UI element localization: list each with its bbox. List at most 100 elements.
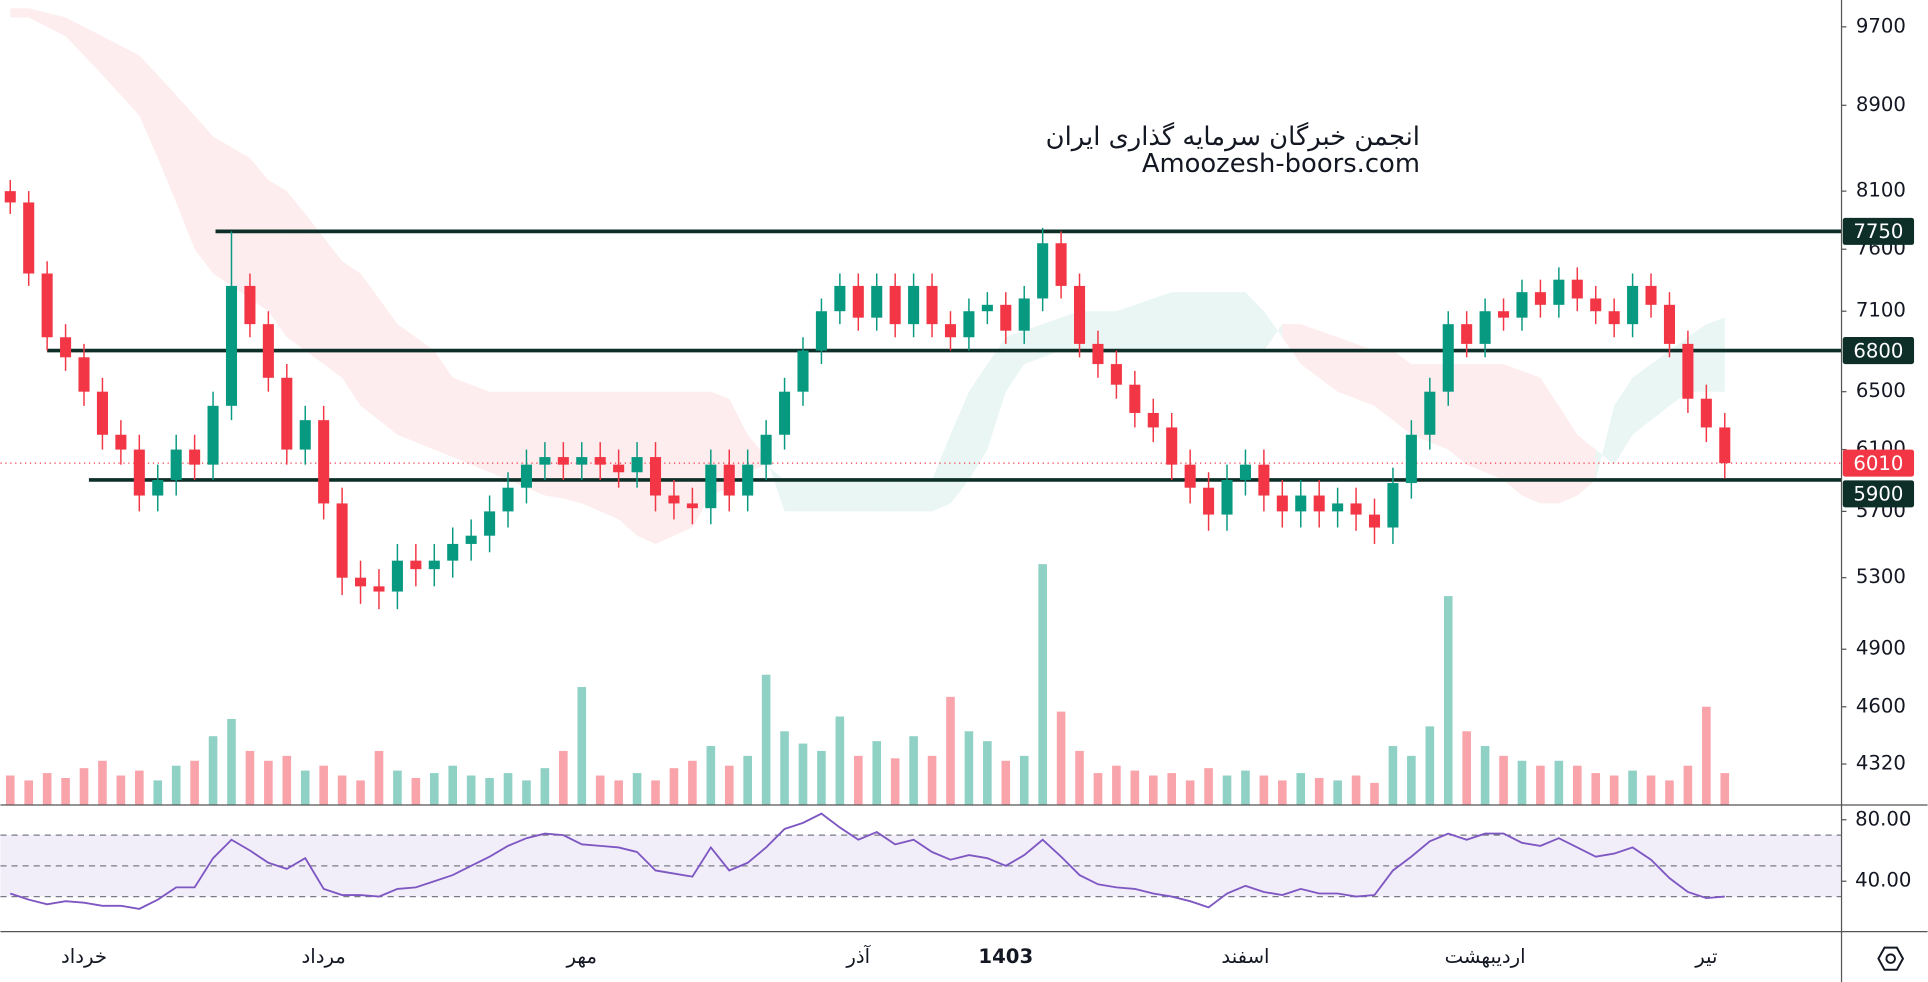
cloud-segment	[913, 479, 933, 512]
level-label-box	[1842, 217, 1915, 245]
volume-bar	[1241, 770, 1250, 806]
candle-body	[1092, 343, 1104, 365]
candle-body	[1147, 412, 1159, 428]
x-tick-label: تیر	[1694, 945, 1717, 968]
cloud-segment	[1227, 292, 1246, 351]
rsi-tick-label: 80.00	[1855, 807, 1911, 830]
volume-bar	[724, 765, 734, 806]
rsi-tick-label: 40.00	[1855, 869, 1911, 892]
cloud-segment	[1153, 292, 1172, 351]
volume-bar	[1480, 746, 1490, 806]
volume-bar	[1683, 765, 1693, 806]
volume-bar	[1001, 760, 1011, 806]
volume-bar	[1554, 760, 1564, 806]
volume-bar	[98, 760, 107, 806]
cloud-segment	[84, 26, 103, 76]
cloud-segment	[766, 457, 785, 512]
cloud-segment	[1208, 292, 1228, 351]
volume-bar	[1609, 775, 1619, 806]
cloud-segment	[802, 479, 822, 512]
cloud-segment	[1134, 298, 1154, 351]
candle-body	[225, 285, 238, 406]
volume-bar	[374, 750, 384, 806]
cloud-segment	[1466, 364, 1486, 473]
plot-area	[0, 8, 1842, 910]
candle-body	[133, 449, 145, 496]
candle-body	[520, 464, 532, 488]
candle-body	[649, 457, 662, 496]
y-tick-label: 5300	[1856, 565, 1906, 588]
volume-bar	[61, 777, 70, 806]
level-label: 7750	[1853, 220, 1903, 243]
candle-body	[281, 377, 293, 450]
candle-body	[889, 285, 901, 325]
volume-bar	[946, 696, 955, 806]
volume-bar	[1296, 773, 1306, 806]
candle-body	[336, 503, 348, 578]
candle-body	[742, 464, 754, 496]
candle-body	[852, 285, 864, 318]
candle-body	[1332, 503, 1344, 512]
cloud-segment	[1651, 350, 1670, 421]
volume-bar	[1665, 780, 1674, 806]
volume-bar	[688, 760, 697, 806]
candle-body	[1313, 495, 1325, 512]
cloud-segment	[1245, 292, 1264, 351]
y-tick-label: 7100	[1856, 299, 1906, 322]
volume-bar	[1351, 775, 1361, 806]
x-tick-label: اردیبهشت	[1445, 945, 1526, 968]
volume-bar	[79, 768, 89, 806]
volume-bar	[135, 770, 144, 806]
cloud-segment	[231, 147, 250, 299]
y-tick-label: 9700	[1856, 14, 1906, 37]
volume-bar	[1517, 760, 1527, 806]
settings-icon[interactable]	[1877, 946, 1905, 971]
candle-body	[631, 457, 643, 473]
candle-body	[760, 434, 772, 465]
volume-bar	[1572, 765, 1582, 806]
candle-body	[576, 457, 588, 465]
cloud-segment	[139, 55, 158, 158]
candle-body	[594, 457, 606, 465]
cloud-segment	[1485, 364, 1504, 480]
candle-body	[1295, 495, 1307, 512]
cloud-segment	[1392, 350, 1412, 435]
settings-button[interactable]	[1877, 946, 1905, 971]
candle-body	[1627, 285, 1639, 325]
candle-body	[1055, 243, 1067, 286]
candle-body	[1571, 279, 1583, 299]
settings-icon-center[interactable]	[1885, 953, 1896, 964]
x-tick-label: 1403	[978, 945, 1033, 968]
candle-body	[1442, 324, 1454, 392]
volume-bar	[1370, 782, 1379, 806]
cloud-segment	[489, 391, 509, 480]
y-tick-label: 4600	[1856, 694, 1906, 717]
candle-body	[926, 285, 938, 325]
candle-body	[981, 304, 993, 312]
volume-bar	[1333, 780, 1342, 806]
volume-bar	[522, 780, 531, 806]
candle-body	[705, 464, 717, 509]
cloud-segment	[194, 115, 214, 274]
candle-body	[834, 285, 846, 312]
volume-bar	[1407, 755, 1416, 806]
candle-body	[96, 391, 108, 435]
volume-bar	[632, 773, 642, 806]
volume-bar	[798, 743, 808, 806]
candle-body	[944, 324, 957, 338]
candle-body	[170, 449, 182, 480]
candle-body	[815, 311, 827, 351]
candle-body	[502, 487, 514, 512]
volume-bar	[1278, 780, 1287, 806]
x-tick-label: مرداد	[302, 945, 346, 968]
volume-bar	[706, 746, 716, 806]
volume-bar	[42, 773, 52, 806]
candle-body	[1129, 384, 1141, 413]
volume-bar	[356, 780, 365, 806]
volume-bar	[854, 755, 863, 806]
level-label: 5900	[1853, 483, 1903, 506]
volume-bar	[1222, 775, 1232, 806]
volume-bar	[1388, 746, 1398, 806]
volume-bar	[927, 755, 937, 806]
